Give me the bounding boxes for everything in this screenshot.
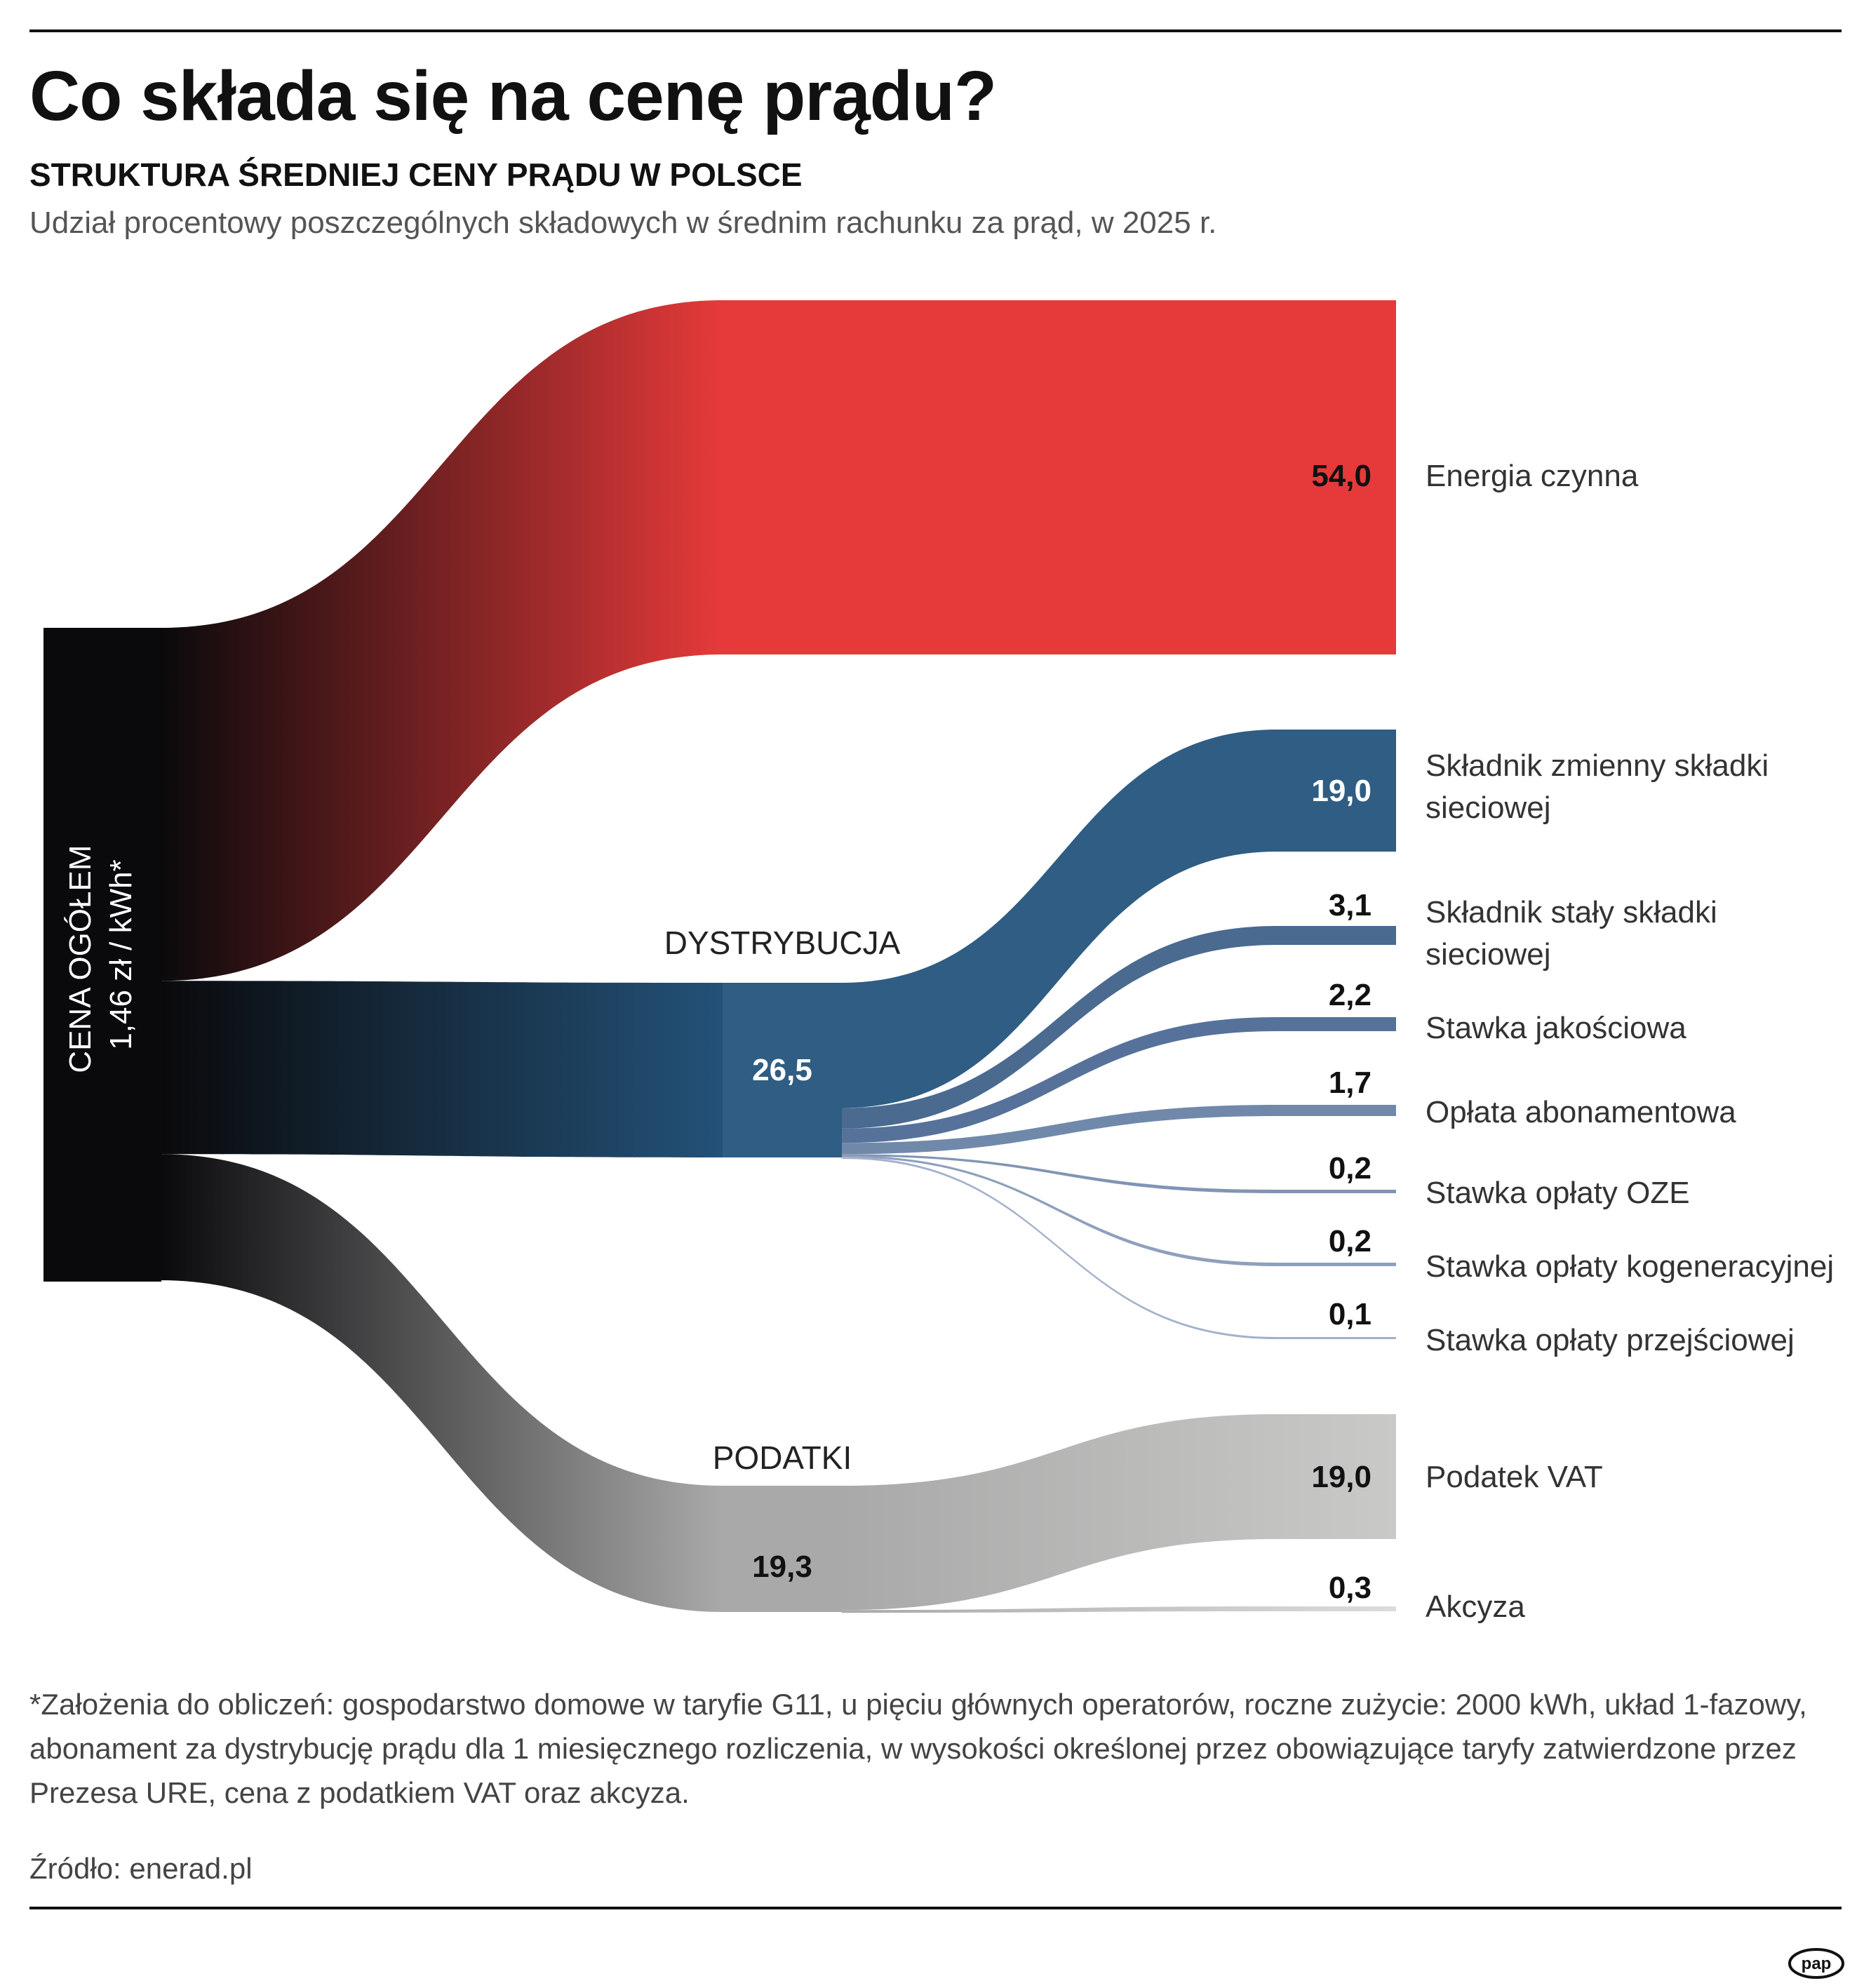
flow-podatki (161, 1154, 723, 1612)
bar-dystrybucja-1 (1277, 730, 1396, 852)
chart-subtitle: STRUKTURA ŚREDNIEJ CENY PRĄDU W POLSCE (29, 156, 803, 193)
label-dystrybucja-1: Składnik zmienny składki sieciowej (1426, 748, 1769, 825)
group-label-dystrybucja: DYSTRYBUCJA (664, 925, 901, 961)
group-value-dystrybucja: 26,5 (752, 1053, 812, 1087)
flow-3-dystrybucja (842, 1017, 1277, 1143)
node-podatki (723, 1486, 842, 1612)
value-podatki-1: 19,0 (1311, 1460, 1372, 1494)
group-value-podatki: 19,3 (752, 1550, 812, 1584)
value-dystrybucja-1: 19,0 (1311, 774, 1372, 808)
bottom-rule (29, 1907, 1842, 1909)
value-energia-czynna: 54,0 (1311, 459, 1372, 493)
value-dystrybucja-6: 0,2 (1329, 1224, 1372, 1258)
source-node-label: CENA OGÓŁEM 1,46 zł / kWh* (63, 836, 138, 1073)
top-rule (29, 29, 1842, 32)
bar-dystrybucja-5 (1277, 1190, 1396, 1193)
value-dystrybucja-3: 2,2 (1329, 978, 1372, 1012)
node-dystrybucja (723, 983, 842, 1157)
bar-dystrybucja-6 (1277, 1263, 1396, 1266)
label-energia-czynna: Energia czynna (1426, 459, 1639, 493)
flow-4-dystrybucja (842, 1105, 1277, 1155)
source-node-bar (43, 628, 161, 1282)
flow-5-dystrybucja (842, 1154, 1277, 1193)
footnote: *Założenia do obliczeń: gospodarstwo dom… (29, 1688, 1807, 1809)
bar-energia-czynna (723, 300, 1396, 654)
group-label-podatki: PODATKI (713, 1439, 852, 1476)
flow-energia (161, 300, 723, 981)
value-dystrybucja-5: 0,2 (1329, 1151, 1372, 1186)
flow-7-dystrybucja (842, 1157, 1277, 1339)
source-note: Źródło: enerad.pl (29, 1852, 253, 1885)
chart-description: Udział procentowy poszczególnych składow… (29, 206, 1217, 240)
label-dystrybucja-6: Stawka opłaty kogeneracyjnej (1426, 1249, 1834, 1284)
label-dystrybucja-4: Opłata abonamentowa (1426, 1095, 1736, 1129)
value-dystrybucja-2: 3,1 (1329, 888, 1372, 922)
flow-1-dystrybucja (842, 730, 1277, 1108)
pap-logo: pap (1788, 1948, 1844, 1979)
bar-podatki-1 (1277, 1414, 1396, 1539)
flow-podatki-2 (842, 1606, 1277, 1613)
svg-text:pap: pap (1802, 1954, 1832, 1973)
bar-dystrybucja-3 (1277, 1017, 1396, 1031)
flow-podatki-1 (842, 1414, 1277, 1611)
label-podatki-1: Podatek VAT (1426, 1460, 1603, 1494)
label-dystrybucja-5: Stawka opłaty OZE (1426, 1176, 1690, 1210)
flow-dystrybucja (161, 981, 723, 1157)
value-dystrybucja-4: 1,7 (1329, 1066, 1372, 1100)
flow-2-dystrybucja (842, 926, 1277, 1129)
label-dystrybucja-3: Stawka jakościowa (1426, 1011, 1686, 1045)
bar-dystrybucja-2 (1277, 926, 1396, 945)
bar-dystrybucja-7 (1277, 1337, 1396, 1339)
value-podatki-2: 0,3 (1329, 1571, 1372, 1605)
flow-6-dystrybucja (842, 1155, 1277, 1266)
flows-group (161, 300, 1396, 1613)
labels-group: 54,0 Energia czynna DYSTRYBUCJA 26,5 19,0 Skł… (664, 459, 1834, 1624)
page-title: Co składa się na cenę prądu? (29, 57, 997, 135)
sankey-chart: 54,0 Energia czynna DYSTRYBUCJA 26,5 19,0 Skł… (43, 300, 1834, 1624)
label-dystrybucja-2: Składnik stały składki sieciowej (1426, 895, 1717, 972)
value-dystrybucja-7: 0,1 (1329, 1297, 1372, 1331)
label-podatki-2: Akcyza (1426, 1590, 1525, 1624)
bar-podatki-2 (1277, 1606, 1396, 1611)
bar-dystrybucja-4 (1277, 1105, 1396, 1116)
label-dystrybucja-7: Stawka opłaty przejściowej (1426, 1323, 1795, 1357)
